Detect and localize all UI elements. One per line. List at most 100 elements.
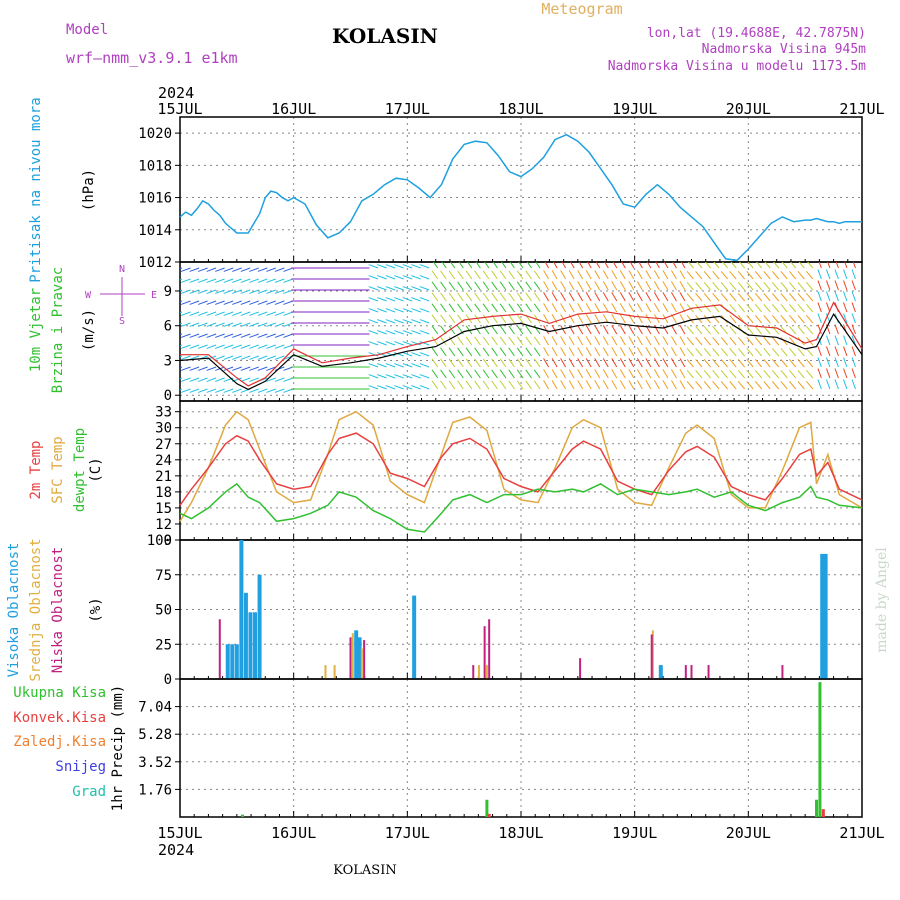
wind-barb (629, 262, 635, 269)
wind-barb (232, 366, 242, 371)
wind-barb (516, 336, 524, 346)
wind-barb (653, 347, 660, 357)
wind-barb (754, 370, 763, 379)
compass-south: S (119, 316, 125, 327)
wind-barb (686, 282, 694, 291)
wind-barb (788, 359, 797, 368)
wind-barb (419, 319, 430, 324)
wind-barb (679, 292, 686, 302)
wind-barb-field (180, 262, 856, 393)
wind-barb (419, 352, 430, 357)
wind-barb (818, 262, 822, 269)
wind-barb (585, 336, 592, 346)
model-label: Model (66, 22, 108, 38)
wind-barb (525, 358, 532, 368)
wind-barb (283, 311, 293, 316)
wind-barb (636, 303, 643, 313)
panel-frame (179, 400, 863, 541)
wind-barb (198, 322, 208, 327)
wind-barb (602, 347, 609, 357)
wind-barb (695, 293, 703, 302)
wind-barb (843, 269, 848, 280)
wind-barb (611, 369, 618, 379)
cloud-bar (234, 644, 239, 679)
wind-barb (465, 281, 473, 291)
wind-barb (826, 335, 831, 346)
wind-barb (508, 336, 515, 346)
wind-barb (577, 292, 584, 302)
wind-barb (737, 348, 746, 357)
cloud-bar (248, 612, 253, 679)
wind-barb (377, 330, 387, 335)
wind-barb (189, 333, 200, 338)
wind-barb (198, 267, 208, 272)
wind-barb (851, 280, 856, 291)
wind-barb (754, 359, 763, 368)
wind-barb (737, 271, 746, 280)
wind-barb (577, 380, 584, 390)
wind-barb (619, 270, 626, 280)
wind-barb (180, 355, 183, 358)
wind-barb (636, 314, 643, 324)
wind-barb (394, 363, 404, 368)
wind-barb (525, 380, 532, 390)
wind-barb (198, 388, 208, 393)
wind-barb (402, 264, 413, 269)
wind-barb (636, 270, 643, 280)
wind-barb (457, 380, 464, 390)
wind-barb (232, 333, 242, 338)
wind-barb (198, 300, 208, 305)
wind-barb (568, 369, 575, 379)
wind-barb (780, 315, 788, 324)
wind-barb (474, 358, 481, 368)
wind-barb (440, 380, 447, 390)
wind-barb (679, 380, 686, 390)
wind-barb (482, 314, 490, 324)
wind-barb (568, 314, 575, 324)
wind-barb (189, 322, 200, 327)
wind-barb (712, 359, 720, 368)
wind-barb (662, 369, 669, 379)
wind-barb (274, 388, 285, 393)
wind-barb (763, 337, 771, 346)
wind-barb (826, 357, 831, 368)
wind-barb (491, 281, 498, 291)
wind-barb (686, 326, 694, 335)
wind-barb (720, 381, 728, 390)
wind-barb (695, 359, 703, 368)
y-tick-label: 7.04 (138, 700, 172, 716)
wind-barb (662, 281, 669, 291)
wind-barb (679, 358, 686, 368)
wind-barb (712, 348, 720, 357)
wind-barb (457, 281, 464, 291)
wind-barb (721, 262, 728, 269)
wind-barb (585, 292, 592, 302)
wind-barb (672, 262, 677, 269)
wind-barb (720, 326, 728, 335)
wind-barb (274, 355, 285, 360)
wind-barb (240, 344, 251, 349)
wind-barb (180, 267, 183, 270)
y-tick-label: 3.52 (138, 755, 172, 771)
wind-barb (189, 366, 200, 371)
wind-barb (526, 262, 532, 269)
wind-barb (215, 333, 225, 338)
cloud-bar (483, 626, 486, 679)
wind-barb (703, 337, 711, 346)
wind-barb (440, 314, 447, 324)
wind-barb (763, 304, 771, 313)
wind-barb (474, 369, 481, 379)
wind-barb (797, 370, 805, 379)
y-tick-label: 27 (155, 437, 172, 453)
wind-barb (465, 336, 473, 346)
wind-barb (788, 326, 797, 335)
wind-barb (560, 380, 567, 390)
wind-barb (516, 358, 524, 368)
wind-barb (729, 326, 737, 335)
wind-barb (636, 281, 643, 291)
wind-barb (474, 347, 481, 357)
wind-barb (206, 388, 217, 393)
wind-barb (240, 300, 251, 305)
wind-barb (703, 271, 711, 280)
wind-barb (594, 281, 601, 291)
